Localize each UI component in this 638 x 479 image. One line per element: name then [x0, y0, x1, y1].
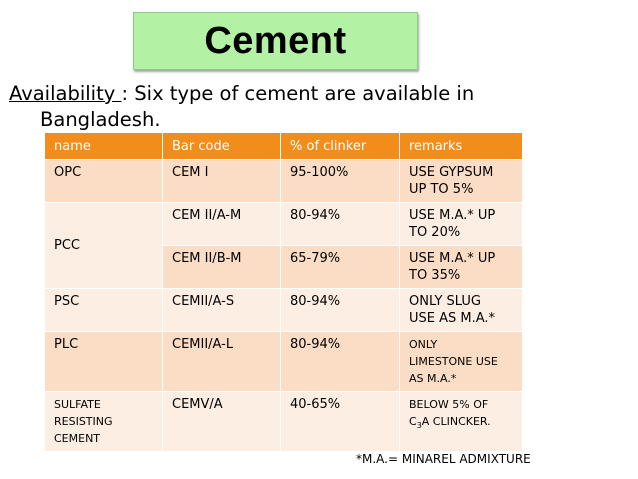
- availability-text-line1: : Six type of cement are available in: [121, 82, 475, 105]
- cell-remarks: ONLY SLUG USE AS M.A.*: [400, 289, 523, 332]
- remarks-line: USE GYPSUM: [409, 165, 494, 180]
- cell-name: SULFATE RESISTING CEMENT: [45, 392, 163, 452]
- header-bar-code: Bar code: [163, 133, 281, 160]
- remarks-subscript: 3: [416, 421, 422, 431]
- table-header-row: name Bar code % of clinker remarks: [45, 133, 523, 160]
- remarks-line: ONLY: [409, 338, 438, 351]
- cell-clinker: 95-100%: [281, 160, 400, 203]
- table-row: PLC CEMII/A-L 80-94% ONLY LIMESTONE USE …: [45, 332, 523, 392]
- cell-clinker: 40-65%: [281, 392, 400, 452]
- cell-name: PCC: [45, 203, 163, 289]
- remarks-line: C3A CLINCKER.: [409, 413, 513, 434]
- header-name: name: [45, 133, 163, 160]
- cell-name: PLC: [45, 332, 163, 392]
- table-row: SULFATE RESISTING CEMENT CEMV/A 40-65% B…: [45, 392, 523, 452]
- remarks-c: C: [409, 415, 417, 428]
- remarks-line: UP TO 5%: [409, 182, 474, 197]
- remarks-line: TO 35%: [409, 268, 461, 283]
- remarks-line: AS M.A.*: [409, 372, 457, 385]
- table-row: PCC CEM II/A-M 80-94% USE M.A.* UP TO 20…: [45, 203, 523, 289]
- header-remarks: remarks: [400, 133, 523, 160]
- table-row: OPC CEM I 95-100% USE GYPSUM UP TO 5%: [45, 160, 523, 203]
- page-title: Cement: [204, 19, 347, 62]
- header-clinker: % of clinker: [281, 133, 400, 160]
- cell-clinker: 80-94%: [281, 289, 400, 332]
- cell-bar-code: CEM II/A-M: [163, 203, 281, 246]
- cell-remarks: BELOW 5% OF C3A CLINCKER.: [400, 392, 523, 452]
- table-row: PSC CEMII/A-S 80-94% ONLY SLUG USE AS M.…: [45, 289, 523, 332]
- remarks-line: ONLY SLUG: [409, 294, 481, 309]
- remarks-rest: A CLINCKER.: [421, 415, 491, 428]
- availability-text-line2: Bangladesh.: [40, 108, 161, 131]
- cell-name: PSC: [45, 289, 163, 332]
- remarks-line: USE M.A.* UP: [409, 251, 496, 266]
- cell-remarks: ONLY LIMESTONE USE AS M.A.*: [400, 332, 523, 392]
- cell-bar-code: CEMV/A: [163, 392, 281, 452]
- cement-table: name Bar code % of clinker remarks OPC C…: [45, 133, 523, 452]
- remarks-line: BELOW 5% OF: [409, 398, 489, 411]
- availability-label: Availability: [9, 82, 122, 105]
- cell-name: OPC: [45, 160, 163, 203]
- cell-remarks: USE M.A.* UP TO 35%: [400, 246, 523, 289]
- cell-bar-code: CEM II/B-M: [163, 246, 281, 289]
- cell-remarks: USE M.A.* UP TO 20%: [400, 203, 523, 246]
- cell-clinker: 80-94%: [281, 332, 400, 392]
- cell-bar-code: CEM I: [163, 160, 281, 203]
- table-row: CEM II/B-M 65-79% USE M.A.* UP TO 35%: [45, 246, 523, 289]
- cell-bar-code: CEMII/A-S: [163, 289, 281, 332]
- title-box: Cement: [133, 12, 418, 70]
- name-line: RESISTING CEMENT: [54, 415, 113, 445]
- remarks-line: USE M.A.* UP: [409, 208, 496, 223]
- name-line: SULFATE: [54, 398, 101, 411]
- footnote: *M.A.= MINAREL ADMIXTURE: [356, 452, 531, 466]
- cell-remarks: USE GYPSUM UP TO 5%: [400, 160, 523, 203]
- cell-clinker: 80-94%: [281, 203, 400, 246]
- remarks-line: USE AS M.A.*: [409, 311, 496, 326]
- cell-clinker: 65-79%: [281, 246, 400, 289]
- availability-paragraph: Availability : Six type of cement are av…: [9, 81, 629, 133]
- remarks-line: LIMESTONE USE: [409, 355, 498, 368]
- remarks-line: TO 20%: [409, 225, 461, 240]
- cell-bar-code: CEMII/A-L: [163, 332, 281, 392]
